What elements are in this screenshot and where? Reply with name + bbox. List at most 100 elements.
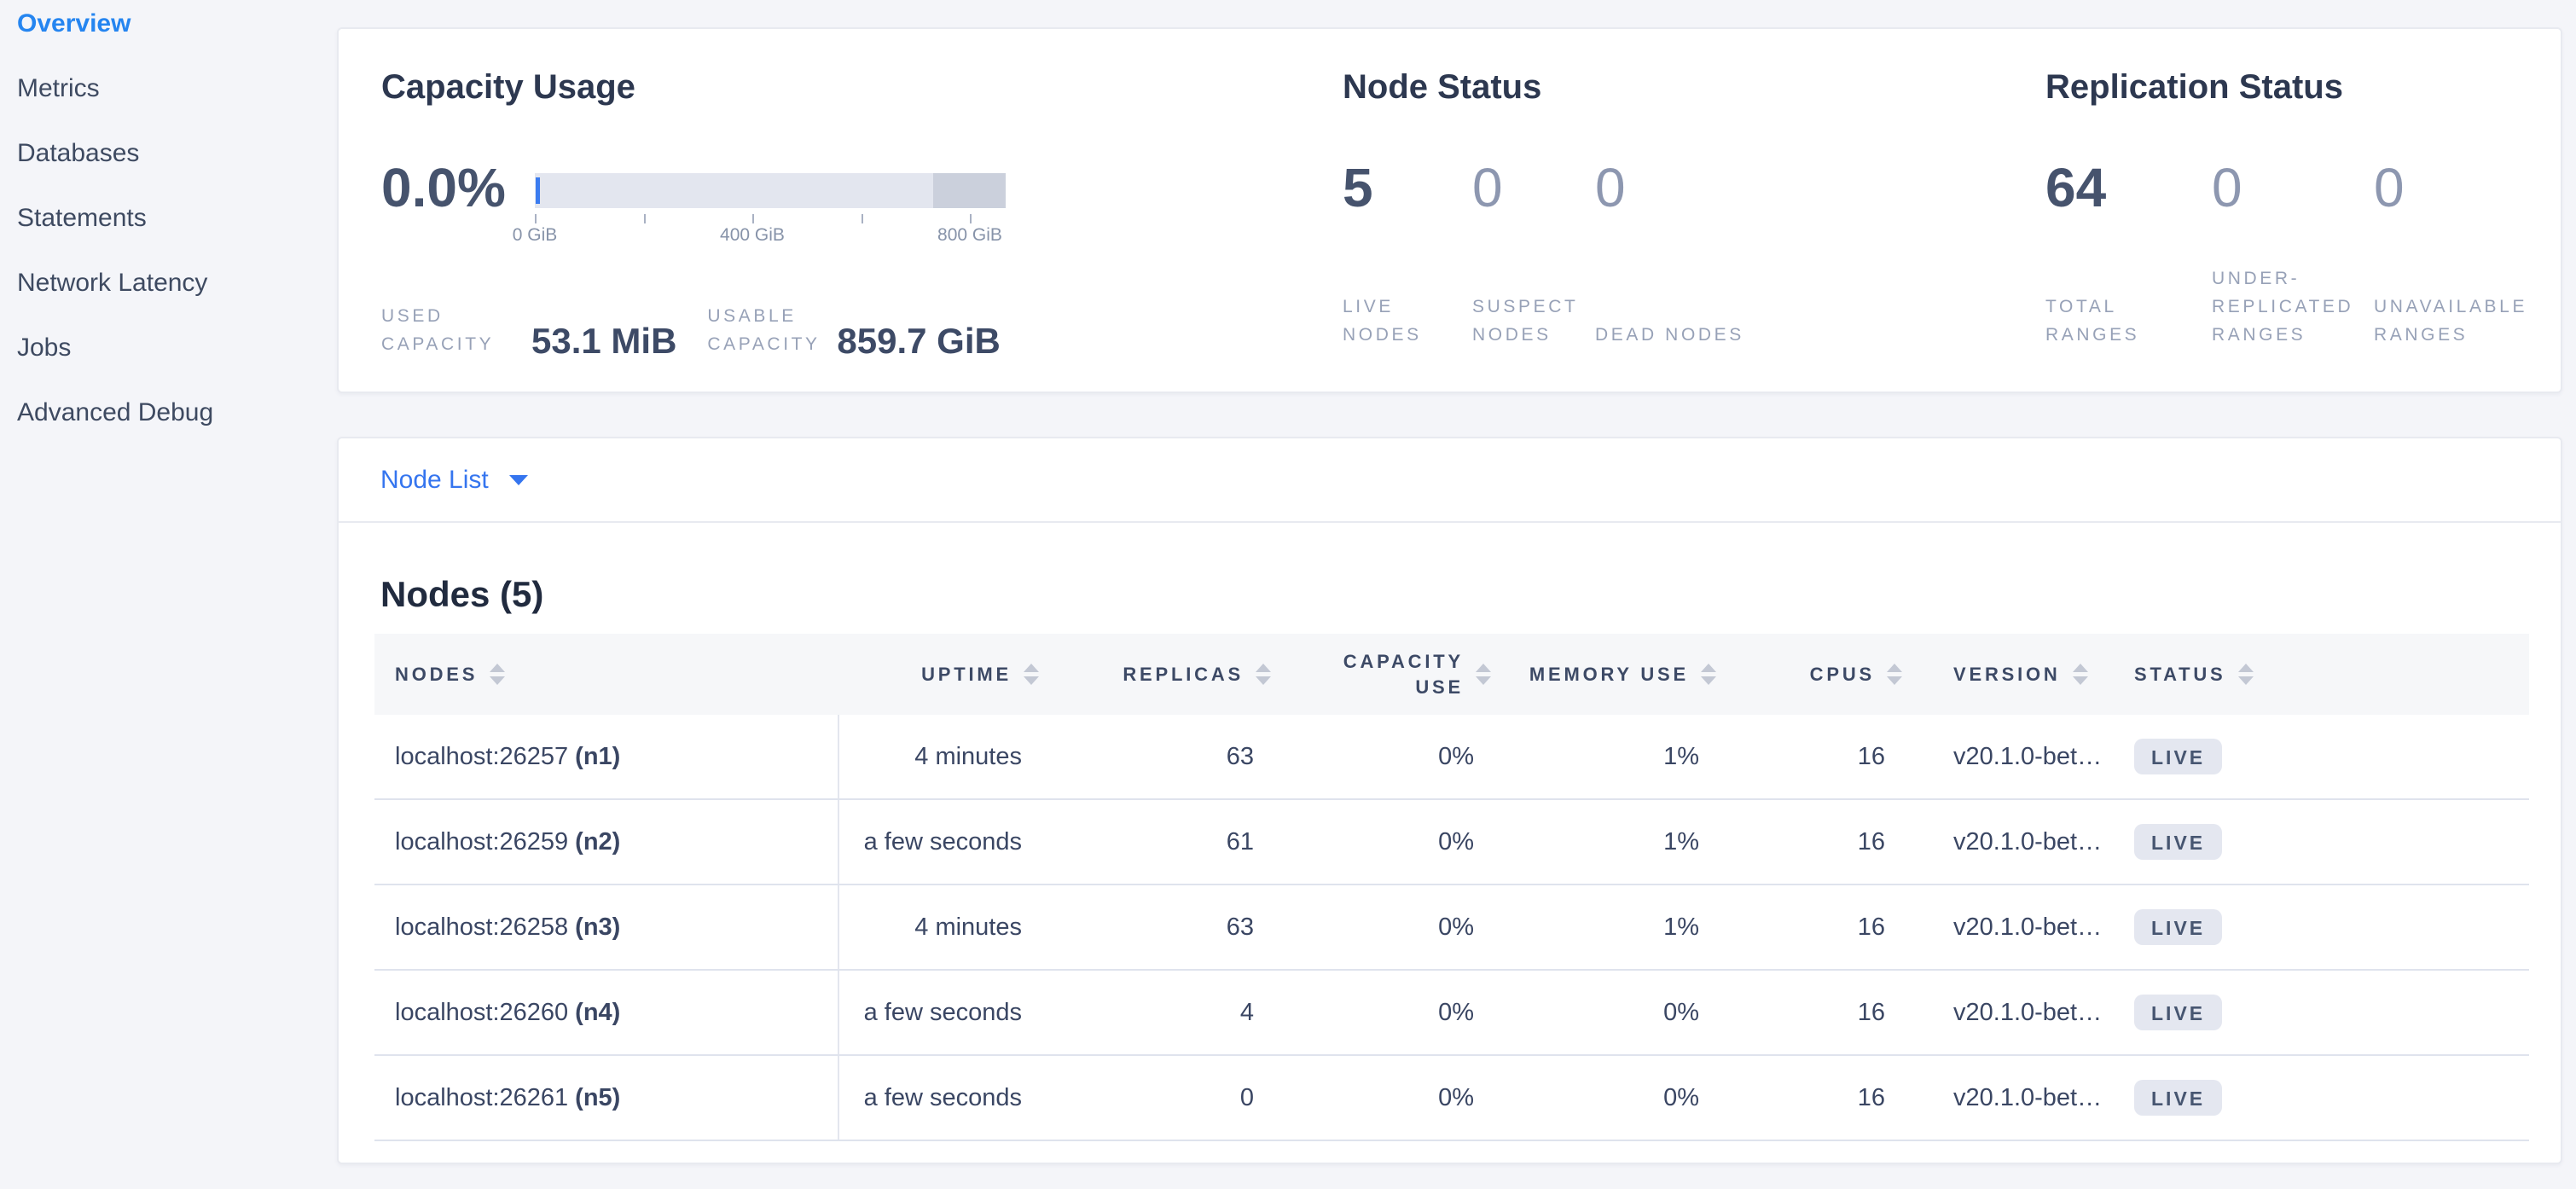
sidebar-item-advanced-debug[interactable]: Advanced Debug	[17, 398, 214, 426]
memory-use-cell: 1%	[1498, 715, 1723, 800]
table-row-n5: localhost:26261 (n5) a few seconds 0 0% 0…	[374, 1055, 2529, 1141]
capacity-axis-labels: 0 GiB 400 GiB 800 GiB	[513, 223, 1006, 247]
sidebar-item-metrics[interactable]: Metrics	[17, 74, 100, 102]
node-status-metrics: 5 LIVE NODES 0 SUSPECT NODES 0 DEAD NODE…	[1343, 155, 1749, 349]
nodes-table: NODES UPTIME REPLICAS CAPACITY USE MEMOR…	[374, 634, 2529, 1141]
sidebar-nav-list: Overview Metrics Databases Statements Ne…	[0, 0, 336, 445]
column-header-memory-use[interactable]: MEMORY USE	[1498, 634, 1723, 715]
cpus-cell: 16	[1723, 715, 1909, 800]
axis-label-400: 400 GiB	[720, 225, 785, 245]
capacity-bar-chart: 0 GiB 400 GiB 800 GiB	[513, 173, 1006, 247]
column-header-version[interactable]: VERSION	[1909, 634, 2109, 715]
replication-status-metrics: 64 TOTAL RANGES 0 UNDER-REPLICATED RANGE…	[2045, 155, 2570, 349]
sort-icon[interactable]	[1256, 664, 1271, 685]
node-list-dropdown-label: Node List	[380, 465, 489, 494]
unavailable-ranges-metric: 0 UNAVAILABLE RANGES	[2374, 155, 2570, 349]
replication-status-title: Replication Status	[2045, 68, 2343, 106]
column-label: CAPACITY USE	[1343, 650, 1464, 698]
table-row-n4: localhost:26260 (n4) a few seconds 4 0% 0…	[374, 970, 2529, 1056]
under-replicated-ranges-label: UNDER-REPLICATED RANGES	[2212, 269, 2354, 345]
version-cell: v20.1.0-bet…	[1909, 970, 2109, 1056]
column-label: UPTIME	[921, 663, 1012, 685]
node-address-cell: localhost:26259 (n2)	[374, 799, 839, 885]
sidebar-item-statements[interactable]: Statements	[17, 204, 147, 232]
uptime-cell: a few seconds	[838, 1055, 1046, 1141]
status-cell: LIVE	[2109, 715, 2529, 800]
replicas-cell: 63	[1046, 715, 1278, 800]
sort-icon[interactable]	[2238, 664, 2254, 685]
node-list-card: Node List Nodes (5) NODES UPTIME REPLI	[337, 437, 2562, 1164]
usable-capacity-label: USABLE CAPACITY	[707, 306, 821, 354]
memory-use-cell: 1%	[1498, 884, 1723, 971]
dead-nodes-label: DEAD NODES	[1595, 325, 1744, 345]
node-address-cell: localhost:26260 (n4)	[374, 970, 839, 1056]
suspect-nodes-label: SUSPECT NODES	[1472, 297, 1579, 345]
status-cell: LIVE	[2109, 884, 2529, 971]
cluster-summary-card: Capacity Usage Node Status Replication S…	[337, 27, 2562, 393]
replicas-cell: 4	[1046, 970, 1278, 1056]
sort-icon[interactable]	[490, 664, 505, 685]
column-header-replicas[interactable]: REPLICAS	[1046, 634, 1278, 715]
uptime-cell: a few seconds	[838, 970, 1046, 1056]
unavailable-ranges-label: UNAVAILABLE RANGES	[2374, 297, 2528, 345]
capacity-stats-row: USED CAPACITY 53.1 MiB USABLE CAPACITY 8…	[381, 302, 1001, 361]
status-cell: LIVE	[2109, 970, 2529, 1056]
table-header-row: NODES UPTIME REPLICAS CAPACITY USE MEMOR…	[374, 634, 2529, 715]
capacity-used-percent: 0.0%	[381, 157, 506, 218]
version-cell: v20.1.0-bet…	[1909, 884, 2109, 971]
cpus-cell: 16	[1723, 1055, 1909, 1141]
sort-icon[interactable]	[1024, 664, 1039, 685]
total-ranges-value: 64	[2045, 157, 2107, 218]
column-header-nodes[interactable]: NODES	[374, 634, 838, 715]
total-ranges-metric: 64 TOTAL RANGES	[2045, 155, 2212, 349]
unavailable-ranges-value: 0	[2374, 157, 2405, 218]
dead-nodes-value: 0	[1595, 157, 1626, 218]
node-address-cell: localhost:26257 (n1)	[374, 715, 839, 800]
under-replicated-ranges-value: 0	[2212, 157, 2242, 218]
uptime-cell: 4 minutes	[838, 884, 1046, 971]
sort-icon[interactable]	[2073, 664, 2088, 685]
capacity-bar-used-segment	[536, 177, 540, 204]
version-cell: v20.1.0-bet…	[1909, 715, 2109, 800]
sort-icon[interactable]	[1476, 664, 1491, 685]
capacity-bar-secondary-segment	[933, 173, 1006, 208]
sidebar-item-network-latency[interactable]: Network Latency	[17, 269, 208, 297]
table-row-n3: localhost:26258 (n3) 4 minutes 63 0% 1% 1…	[374, 884, 2529, 971]
sidebar-item-jobs[interactable]: Jobs	[17, 334, 72, 362]
status-cell: LIVE	[2109, 1055, 2529, 1141]
node-list-dropdown[interactable]: Node List	[339, 438, 2561, 523]
capacity-usage-title: Capacity Usage	[381, 68, 635, 106]
uptime-cell: a few seconds	[838, 799, 1046, 885]
column-header-cpus[interactable]: CPUS	[1723, 634, 1909, 715]
replicas-cell: 61	[1046, 799, 1278, 885]
column-label: REPLICAS	[1123, 663, 1244, 685]
cpus-cell: 16	[1723, 799, 1909, 885]
status-badge: LIVE	[2134, 739, 2223, 774]
suspect-nodes-value: 0	[1472, 157, 1503, 218]
column-header-status[interactable]: STATUS	[2109, 634, 2529, 715]
usable-capacity-value: 859.7 GiB	[837, 321, 1001, 361]
version-cell: v20.1.0-bet…	[1909, 1055, 2109, 1141]
column-label: NODES	[395, 663, 479, 685]
sort-icon[interactable]	[1887, 664, 1902, 685]
used-capacity-label: USED CAPACITY	[381, 306, 495, 354]
used-capacity-value: 53.1 MiB	[531, 321, 677, 361]
memory-use-cell: 1%	[1498, 799, 1723, 885]
live-nodes-label: LIVE NODES	[1343, 297, 1422, 345]
capacity-use-cell: 0%	[1278, 884, 1498, 971]
uptime-cell: 4 minutes	[838, 715, 1046, 800]
suspect-nodes-metric: 0 SUSPECT NODES	[1472, 155, 1595, 349]
table-row-n1: localhost:26257 (n1) 4 minutes 63 0% 1% 1…	[374, 715, 2529, 800]
memory-use-cell: 0%	[1498, 970, 1723, 1056]
sort-icon[interactable]	[1701, 664, 1716, 685]
sidebar-item-databases[interactable]: Databases	[17, 139, 140, 167]
table-row-n2: localhost:26259 (n2) a few seconds 61 0% …	[374, 799, 2529, 885]
column-header-capacity-use[interactable]: CAPACITY USE	[1278, 634, 1498, 715]
capacity-bar-track	[535, 173, 1006, 208]
column-header-uptime[interactable]: UPTIME	[838, 634, 1046, 715]
sidebar-item-overview[interactable]: Overview	[17, 9, 131, 38]
capacity-axis-ticks	[535, 208, 1006, 223]
nodes-section-title: Nodes (5)	[380, 574, 544, 614]
replicas-cell: 63	[1046, 884, 1278, 971]
